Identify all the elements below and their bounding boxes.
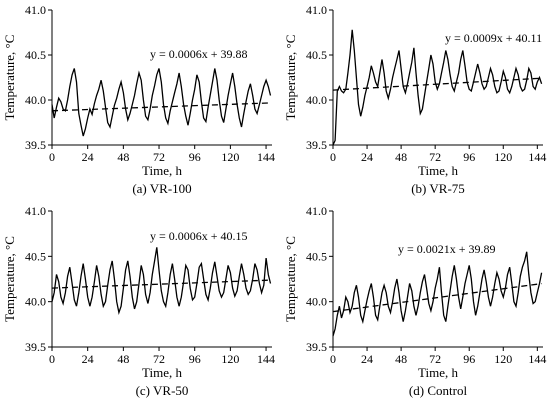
trend-equation: y = 0.0006x + 39.88	[150, 47, 248, 61]
x-tick-label: 48	[117, 150, 129, 164]
y-tick-label: 40.5	[306, 48, 327, 62]
panel-caption: (b) VR-75	[411, 181, 465, 196]
x-axis-label: Time, h	[142, 365, 182, 380]
x-tick-label: 0	[330, 150, 336, 164]
x-tick-label: 144	[528, 352, 546, 366]
x-tick-label: 24	[361, 352, 373, 366]
x-tick-label: 72	[153, 352, 165, 366]
y-tick-label: 40.0	[306, 295, 327, 309]
x-tick-label: 144	[528, 150, 546, 164]
x-tick-label: 24	[361, 150, 373, 164]
y-axis-label: Temperature, °C	[2, 236, 17, 322]
chart-panel-1: 39.5 40.0 40.5 41.0 0 24 48 72 96 120 144 Time, h Te…	[2, 3, 275, 196]
temperature-series-line	[51, 68, 272, 137]
x-tick-label: 96	[463, 150, 475, 164]
y-axis-label: Temperature, °C	[283, 35, 298, 121]
x-tick-label: 120	[221, 352, 239, 366]
temperature-series-line	[332, 251, 543, 337]
y-tick-label: 40.0	[306, 93, 327, 107]
x-tick-label: 120	[494, 352, 512, 366]
y-tick-label: 39.5	[25, 340, 46, 354]
x-tick-label: 120	[494, 150, 512, 164]
x-tick-label: 72	[429, 352, 441, 366]
x-axis-label: Time, h	[418, 365, 458, 380]
x-axis-label: Time, h	[142, 163, 182, 178]
x-tick-label: 120	[221, 150, 239, 164]
y-tick-label: 41.0	[306, 3, 327, 17]
y-tick-label: 39.5	[25, 138, 46, 152]
x-tick-label: 48	[395, 352, 407, 366]
y-tick-label: 39.5	[306, 340, 327, 354]
y-tick-label: 41.0	[306, 204, 327, 218]
y-tick-label: 40.0	[25, 93, 46, 107]
trend-equation: y = 0.0006x + 40.15	[150, 229, 248, 243]
x-tick-label: 96	[189, 352, 201, 366]
temperature-series-line	[332, 29, 543, 146]
panel-caption: (a) VR-100	[132, 181, 191, 196]
x-tick-label: 24	[82, 352, 94, 366]
x-tick-label: 48	[117, 352, 129, 366]
chart-panel-2: 39.5 40.0 40.5 41.0 0 24 48 72 96 120 144 Time, h Te…	[283, 3, 546, 196]
y-tick-label: 41.0	[25, 3, 46, 17]
x-tick-label: 0	[330, 352, 336, 366]
trend-line	[332, 282, 542, 313]
panel-caption: (c) VR-50	[136, 383, 189, 398]
x-tick-label: 24	[82, 150, 94, 164]
y-tick-label: 40.5	[25, 48, 46, 62]
trend-line	[51, 102, 271, 112]
x-tick-label: 96	[189, 150, 201, 164]
trend-line	[332, 77, 542, 91]
x-tick-label: 48	[395, 150, 407, 164]
y-axis-label: Temperature, °C	[2, 35, 17, 121]
x-tick-label: 96	[463, 352, 475, 366]
x-tick-label: 0	[49, 352, 55, 366]
x-axis-label: Time, h	[418, 163, 458, 178]
trend-line	[51, 279, 271, 289]
x-tick-label: 0	[49, 150, 55, 164]
x-tick-label: 72	[153, 150, 165, 164]
y-tick-label: 40.5	[306, 249, 327, 263]
y-tick-label: 40.5	[25, 249, 46, 263]
x-tick-label: 144	[257, 150, 275, 164]
y-tick-label: 39.5	[306, 138, 327, 152]
chart-panel-4: 39.5 40.0 40.5 41.0 0 24 48 72 96 120 144 Time, h Te…	[283, 204, 546, 398]
y-tick-label: 40.0	[25, 295, 46, 309]
panel-caption: (d) Control	[409, 383, 468, 398]
chart-panel-3: 39.5 40.0 40.5 41.0 0 24 48 72 96 120 144 Time, h Te…	[2, 204, 275, 398]
x-tick-label: 144	[257, 352, 275, 366]
y-axis-label: Temperature, °C	[283, 236, 298, 322]
y-tick-label: 41.0	[25, 204, 46, 218]
x-tick-label: 72	[429, 150, 441, 164]
trend-equation: y = 0.0021x + 39.89	[398, 242, 496, 256]
temperature-series-line	[51, 247, 272, 315]
trend-equation: y = 0.0009x + 40.11	[445, 31, 542, 45]
